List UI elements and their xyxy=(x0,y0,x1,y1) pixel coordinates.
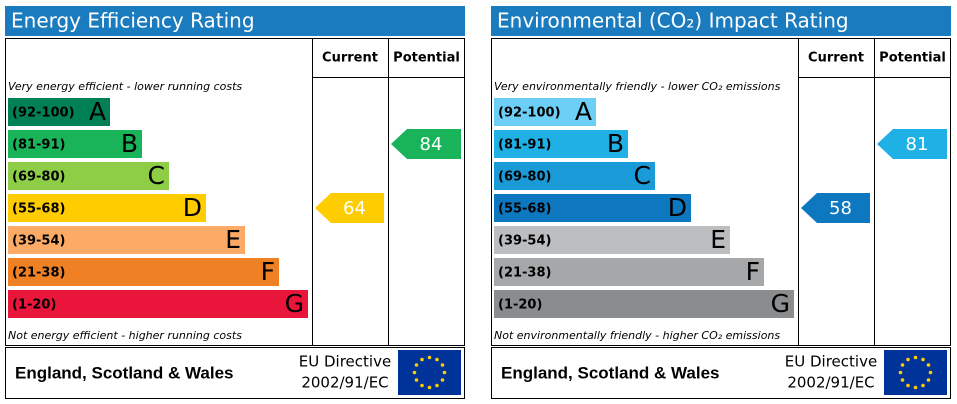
band-range: (55-68) xyxy=(12,202,65,217)
eu-star xyxy=(414,378,419,382)
band-letter: E xyxy=(225,225,241,254)
region: England, Scotland & Wales xyxy=(15,363,234,382)
band-bar xyxy=(494,226,730,254)
band-bar xyxy=(494,98,596,126)
band-letter: D xyxy=(183,193,202,222)
eu-star xyxy=(435,357,439,362)
directive: EU Directive xyxy=(785,353,877,371)
eu-star xyxy=(926,378,931,382)
band-range: (69-80) xyxy=(12,170,65,185)
eu-star xyxy=(420,357,424,362)
rating-arrow xyxy=(801,193,870,223)
col-header: Current xyxy=(322,51,378,66)
band-letter: F xyxy=(746,257,760,286)
band-bar xyxy=(494,162,655,190)
band-range: (21-38) xyxy=(12,266,65,281)
band-letter: G xyxy=(771,289,790,318)
rating-arrow xyxy=(877,129,947,159)
title-bar xyxy=(5,6,465,36)
band-range: (92-100) xyxy=(12,106,75,121)
band-range: (81-91) xyxy=(12,138,65,153)
eu-star xyxy=(440,363,445,367)
band-bar xyxy=(8,130,142,158)
top-note: Very energy efficient - lower running co… xyxy=(8,80,242,93)
band-bar xyxy=(8,226,245,254)
band-letter: A xyxy=(89,97,106,126)
band-letter: C xyxy=(148,161,165,190)
eu-star xyxy=(414,363,419,367)
eu-star xyxy=(921,383,925,388)
directive: 2002/91/EC xyxy=(787,374,874,392)
band-range: (39-54) xyxy=(12,234,65,249)
footer-frame xyxy=(5,347,465,399)
eu-star xyxy=(900,363,905,367)
title-bar xyxy=(491,6,951,36)
band-letter: G xyxy=(285,289,304,318)
band-letter: C xyxy=(634,161,651,190)
band-range: (21-38) xyxy=(498,266,551,281)
title: Environmental (CO₂) Impact Rating xyxy=(497,9,849,33)
eu-star xyxy=(442,370,447,375)
rating-value: 58 xyxy=(829,198,852,219)
eu-star xyxy=(427,385,432,390)
eu-star xyxy=(427,355,432,360)
band-range: (39-54) xyxy=(498,234,551,249)
eu-star xyxy=(900,378,905,382)
band-range: (1-20) xyxy=(12,298,56,313)
directive: EU Directive xyxy=(299,353,391,371)
eu-star xyxy=(913,355,918,360)
region: England, Scotland & Wales xyxy=(501,363,720,382)
eu-star xyxy=(435,383,439,388)
bottom-note: Not energy efficient - higher running co… xyxy=(8,329,242,342)
table-frame xyxy=(491,38,951,346)
band-letter: B xyxy=(121,129,138,158)
rating-arrow xyxy=(315,193,384,223)
band-bar xyxy=(494,194,691,222)
band-bar xyxy=(8,98,110,126)
table-frame xyxy=(5,38,465,346)
band-bar xyxy=(494,130,628,158)
band-letter: A xyxy=(575,97,592,126)
rating-value: 64 xyxy=(343,198,366,219)
eu-star xyxy=(926,363,931,367)
eu-star xyxy=(913,385,918,390)
band-bar xyxy=(494,258,764,286)
band-letter: E xyxy=(710,225,726,254)
band-letter: D xyxy=(668,193,687,222)
eu-star xyxy=(412,370,417,375)
band-range: (81-91) xyxy=(498,138,551,153)
band-range: (55-68) xyxy=(498,202,551,217)
eu-star xyxy=(928,370,933,375)
eu-star xyxy=(906,357,910,362)
footer-frame xyxy=(491,347,951,399)
rating-value: 81 xyxy=(906,134,929,155)
band-range: (1-20) xyxy=(498,298,542,313)
band-bar xyxy=(8,162,169,190)
directive: 2002/91/EC xyxy=(301,374,388,392)
band-bar xyxy=(8,194,206,222)
col-header: Potential xyxy=(393,51,460,66)
band-bar xyxy=(8,258,279,286)
top-note: Very environmentally friendly - lower CO… xyxy=(494,80,781,93)
eu-star xyxy=(440,378,445,382)
title: Energy Efficiency Rating xyxy=(11,9,255,33)
eu-star xyxy=(921,357,925,362)
band-range: (69-80) xyxy=(498,170,551,185)
bottom-note: Not environmentally friendly - higher CO… xyxy=(494,329,780,342)
epc-panel: Energy Efficiency Rating Current Potential… xyxy=(5,6,465,399)
rating-value: 84 xyxy=(420,134,443,155)
band-bar xyxy=(8,290,308,318)
band-range: (92-100) xyxy=(498,106,561,121)
epc-panel: Environmental (CO₂) Impact Rating Current… xyxy=(491,6,951,399)
band-letter: B xyxy=(607,129,624,158)
eu-star xyxy=(420,383,424,388)
col-header: Potential xyxy=(879,51,946,66)
eu-star xyxy=(906,383,910,388)
rating-arrow xyxy=(391,129,461,159)
band-bar xyxy=(494,290,794,318)
eu-star xyxy=(898,370,903,375)
band-letter: F xyxy=(261,257,275,286)
col-header: Current xyxy=(808,51,864,66)
